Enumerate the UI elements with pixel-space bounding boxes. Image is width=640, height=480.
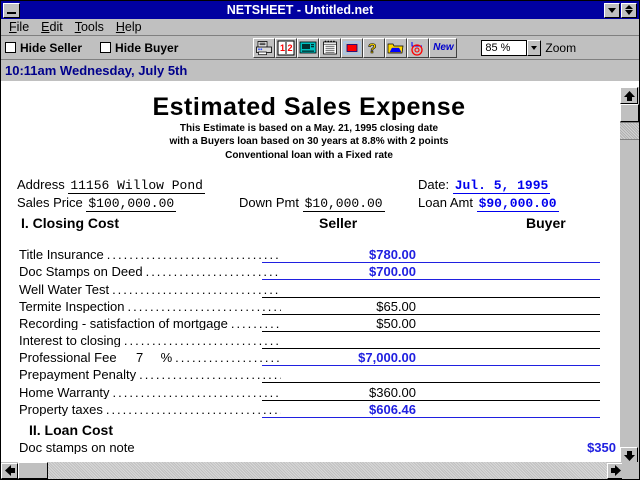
svg-text:2: 2: [288, 43, 293, 53]
svg-text:?: ?: [368, 40, 377, 56]
svg-text:1: 1: [280, 43, 285, 53]
